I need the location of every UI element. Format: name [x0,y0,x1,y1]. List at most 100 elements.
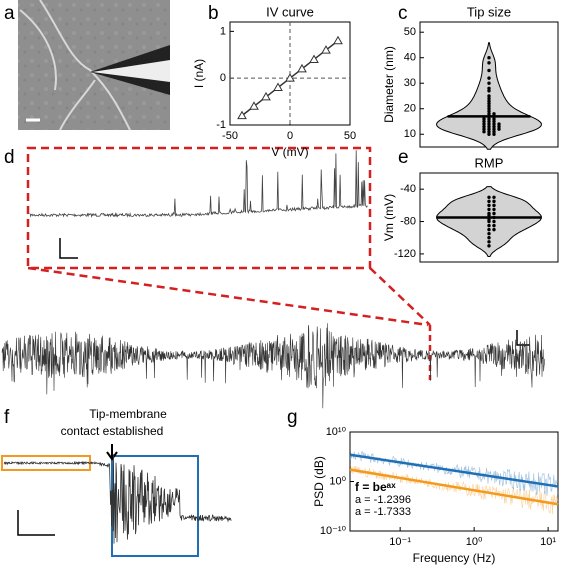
y-tick-label: -120 [394,248,416,260]
dot [487,207,491,212]
dot [487,129,491,134]
dot [492,124,496,129]
y-tick-label: 50 [404,26,416,38]
y-axis-label: I (nA) [192,59,206,88]
y-tick-label: -1 [216,119,226,131]
y-tick-label: 0 [220,72,226,84]
dot [497,124,501,129]
dot [487,81,491,85]
point [309,54,319,63]
dot [492,119,496,124]
dot [487,132,491,136]
dot [487,199,491,204]
legend-entry: a = -1.2396 [355,494,411,506]
dot [492,195,496,199]
dot [492,112,496,116]
recording-trace [1,323,546,409]
dot [487,236,491,240]
dot [487,109,491,113]
panel-label: b [208,3,219,24]
point [261,91,271,101]
y-axis-label: Diameter (nm) [382,46,396,123]
dot [492,129,496,134]
y-tick-label: 1 [220,25,226,37]
point [249,101,259,110]
dot [492,203,496,208]
scale-bar [17,510,55,536]
fit-line [349,453,559,488]
chart-title: RMP [475,155,504,170]
zoom-line [369,267,431,326]
y-tick-label: 40 [404,52,416,64]
dot [492,122,496,126]
dot [487,61,491,65]
dot [487,213,491,217]
dot [487,89,491,93]
arrow [106,444,118,461]
y-tick-label: 10⁰ [329,475,346,487]
chart-title: Tip size [467,4,511,19]
x-tick-label: 10⁰ [466,536,483,548]
point [321,45,331,54]
dot [487,223,491,228]
point [297,63,307,73]
panel-label: c [398,3,408,24]
dot [487,231,491,236]
dot [482,122,486,126]
x-tick-label: 10⁻¹ [389,536,411,548]
annotation: Tip-membrane [89,407,167,421]
dot [487,219,491,224]
dot [482,124,486,129]
dot [487,96,491,101]
scale-bar [59,238,78,259]
dot [492,223,496,228]
dot [487,99,491,103]
point [237,110,247,120]
dot [492,132,496,136]
dot [487,122,491,126]
chart-title: IV curve [266,4,314,19]
neurites [19,0,131,131]
dot [487,244,491,248]
dot [487,94,491,98]
dot [487,86,491,91]
dot [492,211,496,216]
y-tick-label: 20 [404,103,416,115]
dot [482,129,486,134]
dot [487,227,491,232]
dot [482,117,486,121]
panel-label: a [4,3,15,24]
y-axis-label: Vm (mV) [382,194,396,241]
x-axis-label: Frequency (Hz) [413,551,496,565]
fit-label: f = beᵃˣ [355,480,396,494]
legend-entry: a = -1.7333 [355,506,411,518]
x-tick-label: 10¹ [540,536,556,548]
y-tick-label: 30 [404,77,416,89]
panel-label: g [287,407,298,428]
pipette-glow [92,60,170,82]
panel-label: f [4,407,10,428]
dot [482,119,486,124]
annotation: contact established [61,424,164,438]
psd-trace [349,451,559,496]
y-axis-label: PSD (dB) [312,456,326,507]
dot [487,127,491,131]
point [273,82,283,92]
y-tick-label: 10⁻¹⁰ [320,525,347,537]
dot [492,199,496,204]
psd-trace [349,464,559,515]
panel-label: e [398,147,409,168]
panel-label: d [4,147,15,168]
dot [487,107,491,111]
dot [487,104,491,108]
y-tick-label: 10¹⁰ [326,426,347,438]
contact-trace [3,454,232,544]
dot [487,203,491,208]
x-tick-label: 0 [287,130,293,142]
x-tick-label: -50 [222,130,238,142]
zoom-line [27,266,429,327]
dot [487,119,491,124]
dot [492,219,496,224]
zoomed-trace [29,150,368,218]
